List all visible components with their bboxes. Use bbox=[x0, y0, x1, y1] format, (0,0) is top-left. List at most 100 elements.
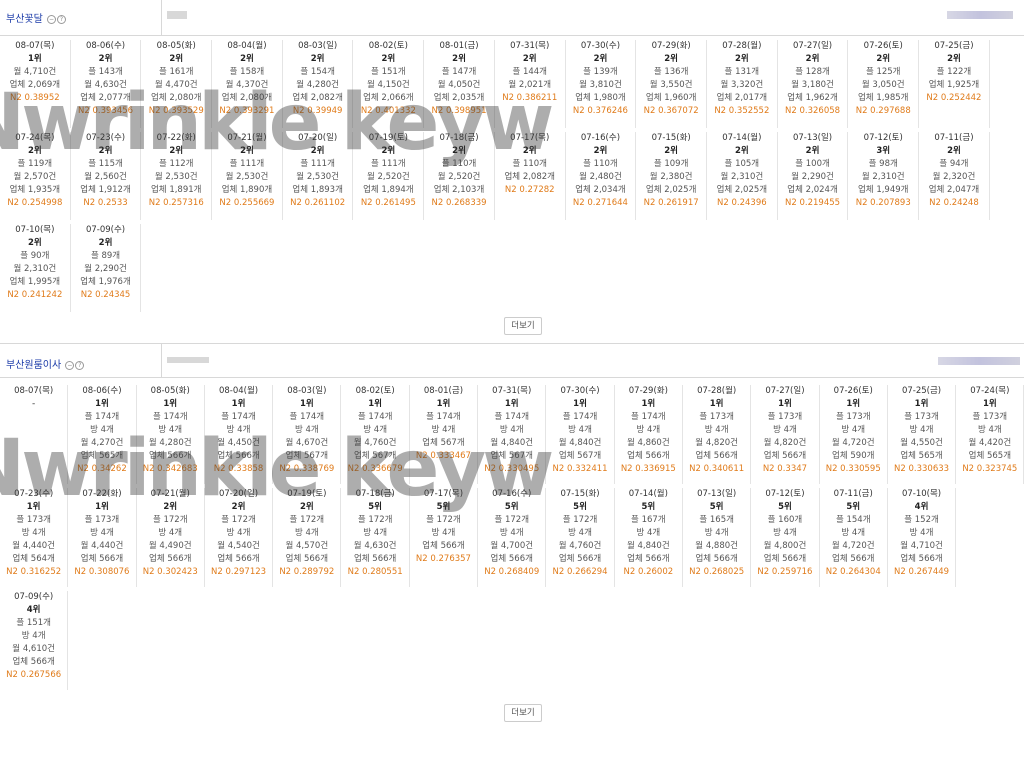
cell-stat: 플 160개 bbox=[767, 515, 803, 525]
rank-cell: 08-07(목) - bbox=[0, 385, 69, 484]
keyword-title[interactable]: 부산꽃달 −? bbox=[6, 10, 66, 25]
cell-date: 07-23(수) bbox=[85, 133, 126, 143]
cell-rank: 5위 bbox=[573, 502, 587, 512]
rank-cell: 07-25(금) 1위 플 173개 방 4개 월 4,550건 업체 565개 N2 0.… bbox=[888, 385, 957, 484]
blurred-text bbox=[938, 357, 1020, 365]
rank-row: 07-23(수) 1위 플 173개 방 4개 월 4,440건 업체 564개 N2 0.… bbox=[0, 488, 1024, 591]
cell-stat: 업체 2,024개 bbox=[787, 185, 838, 195]
more-button[interactable]: 더보기 bbox=[504, 317, 542, 335]
cell-n2-score: N2 0.276357 bbox=[415, 554, 471, 564]
cell-stat: 플 173개 bbox=[835, 412, 871, 422]
cell-stat: 업체 567개 bbox=[490, 451, 533, 461]
cell-stat: 업체 566개 bbox=[285, 554, 329, 564]
cell-stat: 플 110개 bbox=[512, 159, 548, 169]
cell-stat: 업체 566개 bbox=[217, 554, 260, 564]
info-icon[interactable]: ? bbox=[75, 360, 85, 370]
cell-stat: 방 4개 bbox=[909, 528, 934, 538]
cell-stat: 업체 1,890개 bbox=[221, 185, 273, 195]
cell-date: 08-07(목) bbox=[14, 386, 54, 396]
cell-date: 07-13(일) bbox=[792, 133, 833, 143]
cell-n2-score: N2 0.340611 bbox=[689, 464, 745, 474]
cell-n2-score: N2 0.280551 bbox=[347, 567, 403, 577]
cell-rank: 2위 bbox=[876, 54, 891, 64]
cell-stat: 플 174개 bbox=[289, 412, 325, 422]
rank-cell: 07-23(수) 2위 플 115개 월 2,560건 업체 1,912개 N2 0.25… bbox=[71, 132, 142, 220]
cell-stat: 업체 566개 bbox=[900, 554, 943, 564]
cell-rank: 2위 bbox=[947, 54, 961, 64]
minus-icon[interactable]: − bbox=[47, 14, 56, 24]
cell-n2-score: N2 0.26002 bbox=[623, 567, 674, 577]
cell-stat: 월 3,810건 bbox=[579, 80, 622, 90]
rank-cell: 07-31(목) 2위 플 144개 월 2,021개 N2 0.386211 bbox=[495, 40, 566, 128]
cell-date: 07-13(일) bbox=[697, 489, 737, 499]
rank-cell: 07-16(수) 5위 플 172개 방 4개 월 4,700건 업체 566개 N2 0.… bbox=[478, 488, 547, 587]
cell-stat: 월 4,440건 bbox=[12, 541, 55, 551]
cell-stat: 플 151개 bbox=[16, 618, 51, 628]
cell-n2-score: N2 0.34262 bbox=[77, 464, 127, 474]
blurred-text bbox=[167, 11, 187, 19]
cell-stat: 플 172개 bbox=[357, 515, 393, 525]
cell-n2-score: N2 0.268025 bbox=[689, 567, 745, 577]
more-button[interactable]: 더보기 bbox=[504, 704, 542, 722]
cell-date: 07-15(화) bbox=[560, 489, 600, 499]
cell-n2-score: N2 0.326058 bbox=[785, 106, 841, 116]
rank-cell: 07-27(일) 1위 플 173개 방 4개 월 4,820건 업체 566개 N2 0.… bbox=[751, 385, 820, 484]
cell-stat: 방 4개 bbox=[977, 425, 1002, 435]
cell-stat: 업체 566개 bbox=[422, 541, 465, 551]
keyword-panel-2: 부산원룸이사 −? 08-07(목) -08-06(수) 1위 플 174개 방 4개 월… bbox=[0, 343, 1024, 728]
cell-stat: 업체 2,025개 bbox=[645, 185, 697, 195]
cell-n2-score: N2 0.398951 bbox=[431, 106, 487, 116]
cell-stat: 플 172개 bbox=[426, 515, 461, 525]
cell-rank: 2위 bbox=[522, 54, 537, 64]
cell-date: 07-25(금) bbox=[901, 386, 942, 396]
cell-date: 07-29(화) bbox=[651, 41, 691, 51]
cell-stat: 플 174개 bbox=[152, 412, 188, 422]
keyword-title[interactable]: 부산원룸이사 −? bbox=[6, 356, 85, 371]
cell-n2-score: N2 0.393529 bbox=[148, 106, 204, 116]
rank-cell: 08-03(일) 2위 플 154개 월 4,280건 업체 2,082개 N2 0.39… bbox=[283, 40, 354, 128]
cell-stat: 업체 566개 bbox=[353, 554, 397, 564]
cell-date: 07-28(월) bbox=[697, 386, 737, 396]
cell-stat: 업체 566개 bbox=[627, 451, 670, 461]
cell-stat: 업체 566개 bbox=[763, 451, 807, 461]
minus-icon[interactable]: − bbox=[65, 360, 75, 370]
cell-stat: 월 2,310건 bbox=[13, 264, 57, 274]
cell-n2-score: N2 0.376246 bbox=[572, 106, 628, 116]
rank-cell: 07-27(일) 2위 플 128개 월 3,180건 업체 1,962개 N2 0.32… bbox=[778, 40, 849, 128]
cell-date: 07-30(수) bbox=[560, 386, 600, 396]
cell-n2-score: N2 0.264304 bbox=[825, 567, 881, 577]
cell-rank: 1위 bbox=[163, 399, 178, 409]
info-icon[interactable]: ? bbox=[57, 14, 66, 24]
cell-stat: 방 4개 bbox=[773, 528, 797, 538]
cell-date: 07-16(수) bbox=[492, 489, 532, 499]
cell-n2-score: N2 0.401332 bbox=[360, 106, 416, 116]
cell-rank: 1위 bbox=[436, 399, 451, 409]
cell-stat: 월 2,530건 bbox=[225, 172, 269, 182]
cell-stat: 플 111개 bbox=[371, 159, 406, 169]
rank-cell: 07-30(수) 1위 플 174개 방 4개 월 4,840건 업체 567개 N2 0.… bbox=[546, 385, 615, 484]
cell-stat: 업체 566개 bbox=[627, 554, 670, 564]
cell-stat: 업체 2,047개 bbox=[928, 185, 980, 195]
cell-stat: 플 105개 bbox=[724, 159, 760, 169]
cell-stat: 업체 1,995개 bbox=[9, 277, 61, 287]
cell-stat: 플 174개 bbox=[426, 412, 461, 422]
cell-rank: 2위 bbox=[240, 54, 254, 64]
cell-stat: 월 4,710건 bbox=[900, 541, 943, 551]
rank-cell: 07-23(수) 1위 플 173개 방 4개 월 4,440건 업체 564개 N2 0.… bbox=[0, 488, 69, 587]
cell-date: 07-27(일) bbox=[792, 41, 833, 51]
cell-stat: 업체 1,949개 bbox=[857, 185, 909, 195]
rank-cell: 08-06(수) 1위 플 174개 방 4개 월 4,270건 업체 565개 N2 0.… bbox=[68, 385, 137, 484]
cell-date: 07-26(토) bbox=[833, 386, 873, 396]
cell-rank: 2위 bbox=[452, 54, 466, 64]
cell-stat: 월 4,550건 bbox=[900, 438, 943, 448]
cell-stat: 플 174개 bbox=[84, 412, 120, 422]
rank-cell: 08-01(금) 2위 플 147개 월 4,050건 업체 2,035개 N2 0.39… bbox=[424, 40, 495, 128]
cell-date: 08-03(일) bbox=[287, 386, 327, 396]
cell-stat: 업체 567개 bbox=[353, 451, 397, 461]
cell-stat: 플 173개 bbox=[16, 515, 51, 525]
cell-n2-score: N2 0.266294 bbox=[552, 567, 608, 577]
cell-rank: 2위 bbox=[240, 146, 254, 156]
cell-rank: 2위 bbox=[805, 146, 820, 156]
cell-rank: 2위 bbox=[27, 146, 42, 156]
cell-stat: 플 147개 bbox=[441, 67, 477, 77]
